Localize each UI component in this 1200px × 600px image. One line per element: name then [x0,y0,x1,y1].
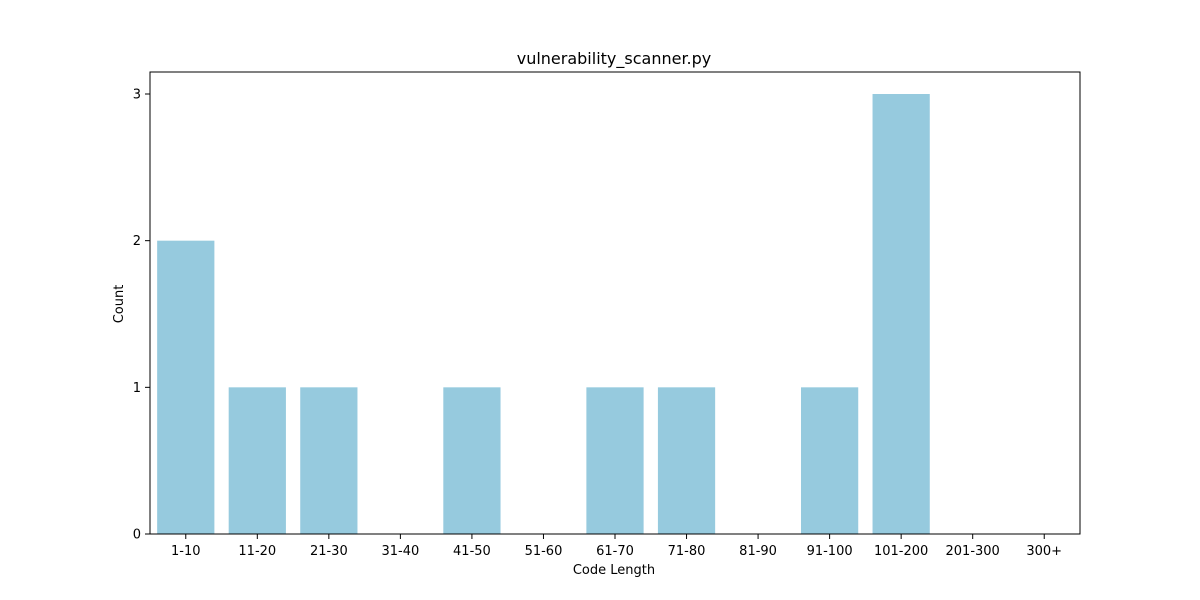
chart-title: vulnerability_scanner.py [517,49,712,69]
bars-group [157,94,930,535]
x-tick-label: 41-50 [453,544,491,559]
plot-frame [149,71,1081,535]
bar-71-80 [657,387,716,534]
y-tick-label: 2 [133,234,141,249]
bar-11-20 [228,387,286,534]
x-axis-label: Code Length [573,563,655,578]
x-tick-label: 71-80 [668,544,706,559]
x-tick-label: 51-60 [525,544,563,559]
x-tick-label: 61-70 [596,544,634,559]
y-axis-ticks: 0 1 2 3 [133,88,150,543]
y-tick-label: 3 [133,88,141,103]
x-axis-ticks: 1-10 11-20 21-30 31-40 41-50 51-60 61-70 71-80 8… [171,534,1062,559]
y-tick-label: 0 [133,528,141,543]
bar-1-10 [157,240,215,535]
x-tick-label: 91-100 [807,544,853,559]
x-tick-label: 1-10 [171,544,201,559]
y-axis-label: Count [112,285,127,324]
bar-101-200 [872,94,930,534]
x-tick-label: 201-300 [946,544,1000,559]
x-tick-label: 11-20 [238,544,276,559]
bar-91-100 [801,387,859,534]
bar-61-70 [586,387,644,534]
x-tick-label: 21-30 [310,544,348,559]
x-tick-label: 31-40 [381,544,419,559]
x-tick-label: 81-90 [739,544,777,559]
x-tick-label: 101-200 [874,544,928,559]
bar-41-50 [443,387,501,534]
y-tick-label: 1 [133,381,141,396]
bar-21-30 [300,387,358,534]
x-tick-label: 300+ [1026,544,1062,559]
